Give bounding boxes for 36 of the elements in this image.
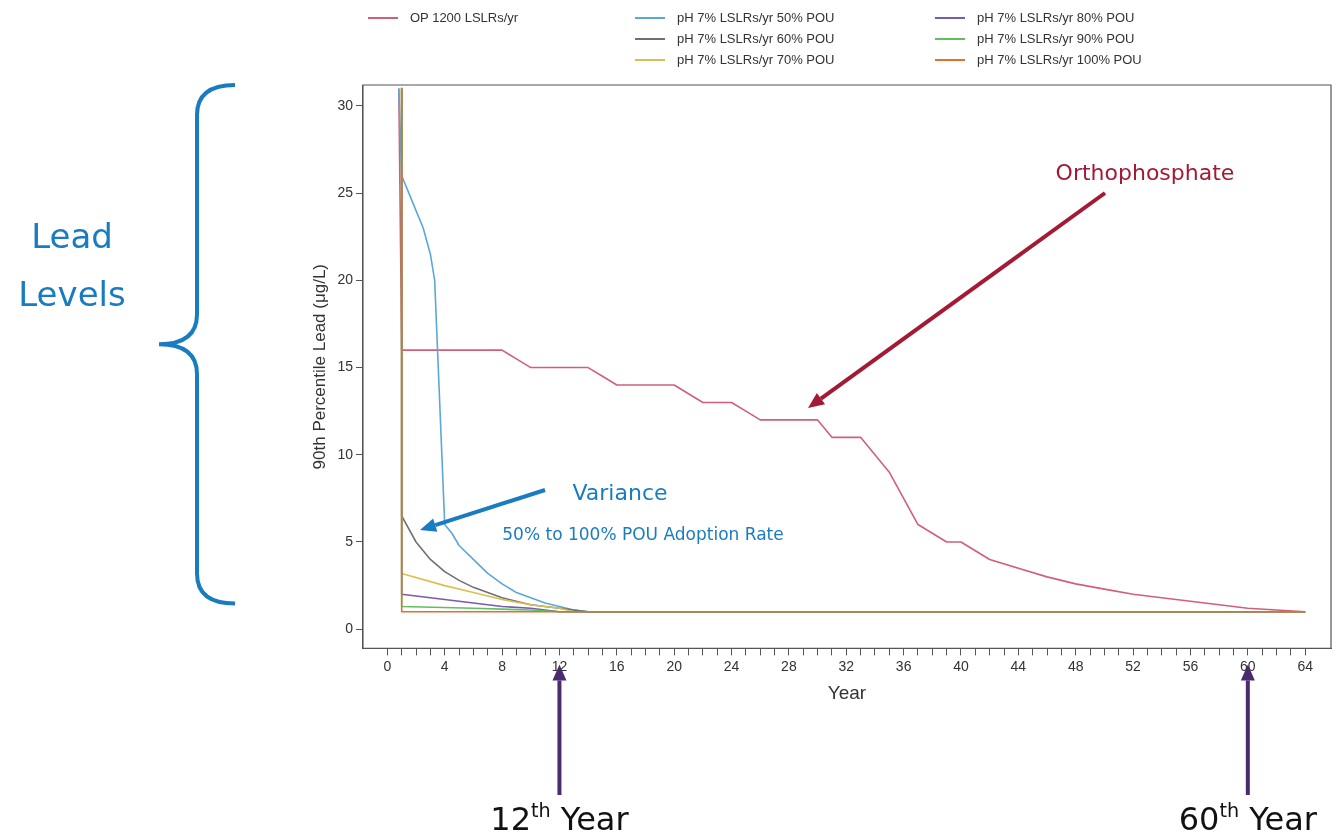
annotation: Orthophosphate bbox=[1055, 160, 1235, 185]
y-tick-label: 20 bbox=[337, 271, 354, 288]
x-tick-label: 28 bbox=[781, 657, 797, 674]
x-tick-label: 24 bbox=[723, 657, 740, 674]
legend-label: pH 7% LSLRs/yr 50% POU bbox=[677, 9, 835, 25]
legend-label: pH 7% LSLRs/yr 90% POU bbox=[977, 30, 1135, 46]
x-tick-label: 56 bbox=[1182, 657, 1199, 674]
legend-label: pH 7% LSLRs/yr 80% POU bbox=[977, 9, 1135, 25]
y-axis-title: 90th Percentile Lead (μg/L) bbox=[309, 263, 329, 470]
x-tick-label: 44 bbox=[1010, 657, 1027, 674]
x-tick-label: 20 bbox=[666, 657, 683, 674]
x-tick-label: 48 bbox=[1067, 657, 1084, 674]
x-tick-label: 8 bbox=[498, 657, 507, 674]
legend-label: pH 7% LSLRs/yr 70% POU bbox=[677, 51, 835, 67]
annotation: Variance bbox=[572, 480, 668, 505]
x-tick-label: 52 bbox=[1125, 657, 1142, 674]
text: Lead Levels bbox=[18, 216, 126, 314]
x-tick-label: 16 bbox=[609, 657, 625, 674]
annotation: 50% to 100% POU Adoption Rate bbox=[502, 524, 784, 544]
x-tick-label: 64 bbox=[1297, 657, 1314, 674]
legend-label: pH 7% LSLRs/yr 60% POU bbox=[677, 30, 835, 46]
legend-label: OP 1200 LSLRs/yr bbox=[410, 9, 519, 25]
x-tick-label: 4 bbox=[440, 657, 449, 674]
y-tick-label: 30 bbox=[337, 96, 354, 113]
y-tick-label: 25 bbox=[337, 184, 354, 200]
x-tick-label: 60 bbox=[1240, 657, 1256, 674]
x-tick-label: 32 bbox=[838, 657, 855, 674]
legend-label: pH 7% LSLRs/yr 100% POU bbox=[977, 51, 1142, 67]
y-tick-label: 15 bbox=[337, 358, 354, 375]
x-tick-label: 0 bbox=[383, 657, 392, 674]
y-tick-label: 0 bbox=[345, 620, 354, 637]
x-axis-title: Year bbox=[827, 681, 867, 703]
y-tick-label: 5 bbox=[345, 532, 354, 549]
x-tick-label: 40 bbox=[953, 657, 969, 674]
x-tick-label: 36 bbox=[895, 657, 912, 674]
y-tick-label: 10 bbox=[337, 445, 354, 462]
